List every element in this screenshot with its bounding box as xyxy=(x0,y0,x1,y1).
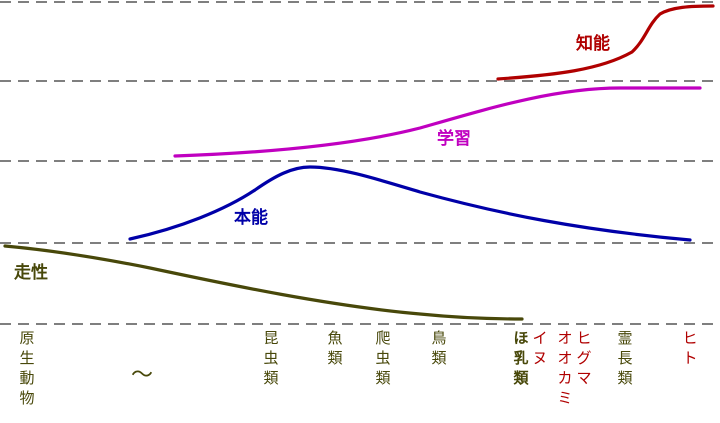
taxon-label-6: ほ乳類 xyxy=(512,329,529,387)
honno-label: 本能 xyxy=(234,207,268,228)
taxon-label-1: 原生動物 xyxy=(19,329,34,407)
sosei-label: 走性 xyxy=(14,262,48,283)
taxon-label-4: 爬虫類 xyxy=(375,329,390,387)
tilde-mark: 〜 xyxy=(131,363,153,388)
sosei-curve xyxy=(3,244,524,321)
chino-label: 知能 xyxy=(575,33,610,54)
taxon-label-2: 昆虫類 xyxy=(263,329,278,387)
band-separators xyxy=(0,1,720,325)
taxon-label-5: 鳥類 xyxy=(431,329,446,367)
taxon-label-10: 霊長類 xyxy=(617,329,632,387)
gakushu-label: 学習 xyxy=(437,128,471,149)
honno-curve xyxy=(128,165,692,242)
taxon-label-9: ヒグマ xyxy=(576,329,591,387)
chino-curve xyxy=(496,4,715,81)
taxon-label-11: ヒト xyxy=(682,329,697,367)
taxon-label-3: 魚類 xyxy=(327,329,342,367)
gakushu-curve xyxy=(173,86,702,158)
taxon-label-8: オオカミ xyxy=(557,329,572,407)
taxon-label-7: イヌ xyxy=(532,329,547,367)
